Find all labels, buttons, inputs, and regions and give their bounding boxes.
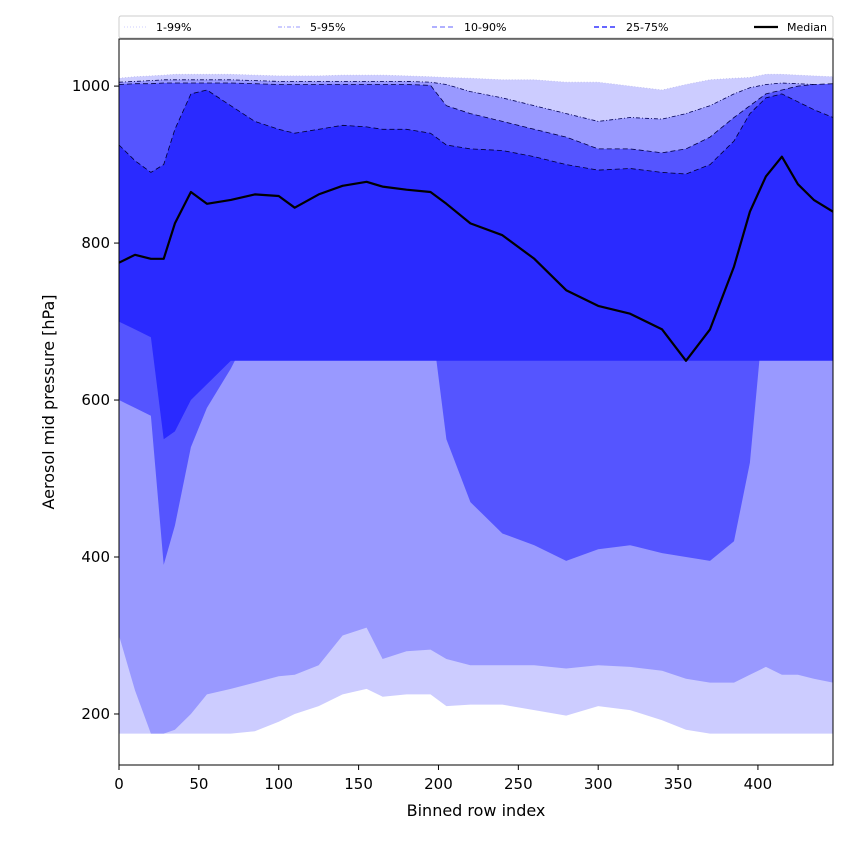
x-tick-label: 50 [189, 775, 208, 793]
median-line [119, 155, 833, 362]
legend-label: 10-90% [464, 21, 506, 34]
band-1-99pct-upper-edge [119, 73, 833, 91]
plot-area [119, 73, 833, 734]
legend-frame [118, 15, 834, 39]
band-10-90pct-upper-edge [119, 82, 833, 154]
legend-label: 25-75% [626, 21, 668, 34]
band-5-95pct-upper-edge [119, 79, 833, 122]
series-group [119, 73, 833, 734]
y-tick-label: 200 [81, 705, 110, 723]
legend: 1-99% 5-95% 10-90% 25-75% Median [118, 15, 834, 39]
axes: 0 50 100 150 200 250 300 350 400 200 400 600 800 1000… [39, 38, 834, 820]
x-tick-label: 0 [114, 775, 124, 793]
x-tick-label: 200 [424, 775, 453, 793]
x-tick-label: 100 [264, 775, 293, 793]
y-tick-label: 800 [81, 234, 110, 252]
y-tick-label: 600 [81, 391, 110, 409]
axes-frame [118, 38, 834, 766]
y-axis-label: Aerosol mid pressure [hPa] [39, 294, 58, 509]
legend-label: 1-99% [156, 21, 191, 34]
band-25-75pct-upper-edge [119, 89, 833, 175]
x-tick-label: 150 [344, 775, 373, 793]
x-tick-label: 300 [584, 775, 613, 793]
legend-label: Median [787, 21, 827, 34]
y-tick-label: 400 [81, 548, 110, 566]
legend-label: 5-95% [310, 21, 345, 34]
x-tick-label: 350 [664, 775, 693, 793]
x-tick-label: 400 [744, 775, 773, 793]
band-25-75pct [119, 90, 833, 440]
x-axis-label: Binned row index [407, 801, 546, 820]
x-tick-label: 250 [504, 775, 533, 793]
y-tick-label: 1000 [72, 77, 110, 95]
